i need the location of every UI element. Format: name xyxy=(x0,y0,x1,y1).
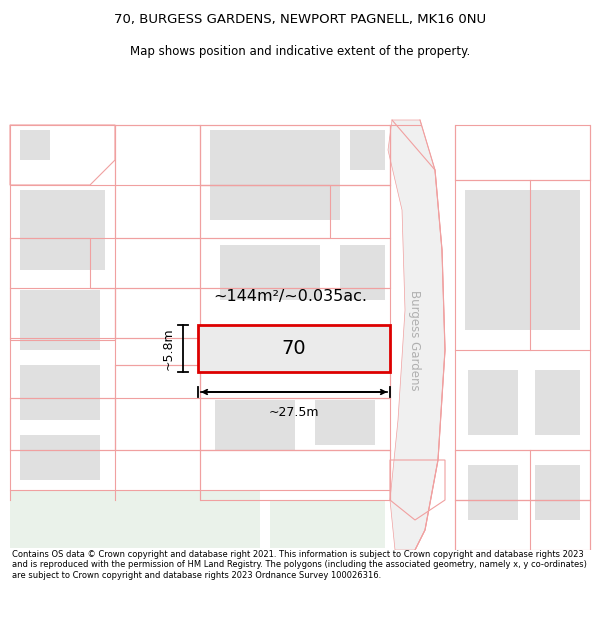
Bar xyxy=(535,370,580,435)
Text: ~27.5m: ~27.5m xyxy=(269,406,319,419)
Bar xyxy=(465,190,580,330)
Text: Map shows position and indicative extent of the property.: Map shows position and indicative extent… xyxy=(130,44,470,58)
Bar xyxy=(20,435,100,480)
Bar xyxy=(218,330,370,367)
Bar xyxy=(340,245,385,300)
Text: ~5.8m: ~5.8m xyxy=(162,328,175,370)
Text: 70: 70 xyxy=(281,339,307,358)
Bar xyxy=(468,465,518,520)
Bar xyxy=(220,245,320,300)
Bar xyxy=(468,370,518,435)
Bar xyxy=(350,130,385,170)
Bar xyxy=(20,190,105,270)
Text: Contains OS data © Crown copyright and database right 2021. This information is : Contains OS data © Crown copyright and d… xyxy=(12,550,587,580)
Bar xyxy=(210,130,340,220)
Bar xyxy=(20,130,50,160)
Bar xyxy=(535,465,580,520)
Bar xyxy=(215,400,295,450)
Bar xyxy=(315,400,375,445)
Text: ~144m²/~0.035ac.: ~144m²/~0.035ac. xyxy=(213,289,367,304)
Bar xyxy=(198,325,390,372)
Polygon shape xyxy=(388,120,445,550)
Bar xyxy=(20,365,100,420)
Text: 70, BURGESS GARDENS, NEWPORT PAGNELL, MK16 0NU: 70, BURGESS GARDENS, NEWPORT PAGNELL, MK… xyxy=(114,13,486,26)
Bar xyxy=(20,290,100,350)
Text: Burgess Gardens: Burgess Gardens xyxy=(409,290,421,390)
Bar xyxy=(10,490,260,548)
Bar xyxy=(270,500,385,548)
